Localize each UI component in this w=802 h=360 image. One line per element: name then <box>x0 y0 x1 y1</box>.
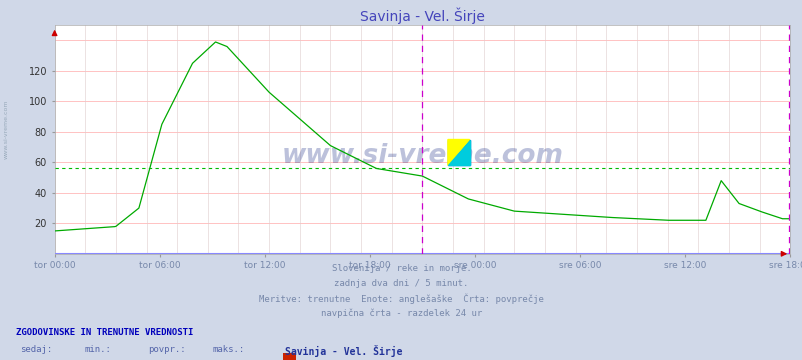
Title: Savinja - Vel. Širje: Savinja - Vel. Širje <box>359 8 484 24</box>
Text: www.si-vreme.com: www.si-vreme.com <box>4 100 9 159</box>
Text: Savinja - Vel. Širje: Savinja - Vel. Širje <box>285 345 402 357</box>
Text: maks.:: maks.: <box>213 345 245 354</box>
Text: sedaj:: sedaj: <box>20 345 52 354</box>
Text: navpična črta - razdelek 24 ur: navpična črta - razdelek 24 ur <box>321 309 481 318</box>
Text: povpr.:: povpr.: <box>148 345 186 354</box>
Text: ZGODOVINSKE IN TRENUTNE VREDNOSTI: ZGODOVINSKE IN TRENUTNE VREDNOSTI <box>16 328 193 337</box>
Bar <box>448 140 469 165</box>
Text: min.:: min.: <box>84 345 111 354</box>
Text: Meritve: trenutne  Enote: anglešaške  Črta: povprečje: Meritve: trenutne Enote: anglešaške Črta… <box>259 294 543 304</box>
Text: zadnja dva dni / 5 minut.: zadnja dva dni / 5 minut. <box>334 279 468 288</box>
Polygon shape <box>448 140 469 165</box>
Polygon shape <box>448 140 469 165</box>
Text: www.si-vreme.com: www.si-vreme.com <box>281 143 563 168</box>
Text: Slovenija / reke in morje.: Slovenija / reke in morje. <box>331 264 471 273</box>
